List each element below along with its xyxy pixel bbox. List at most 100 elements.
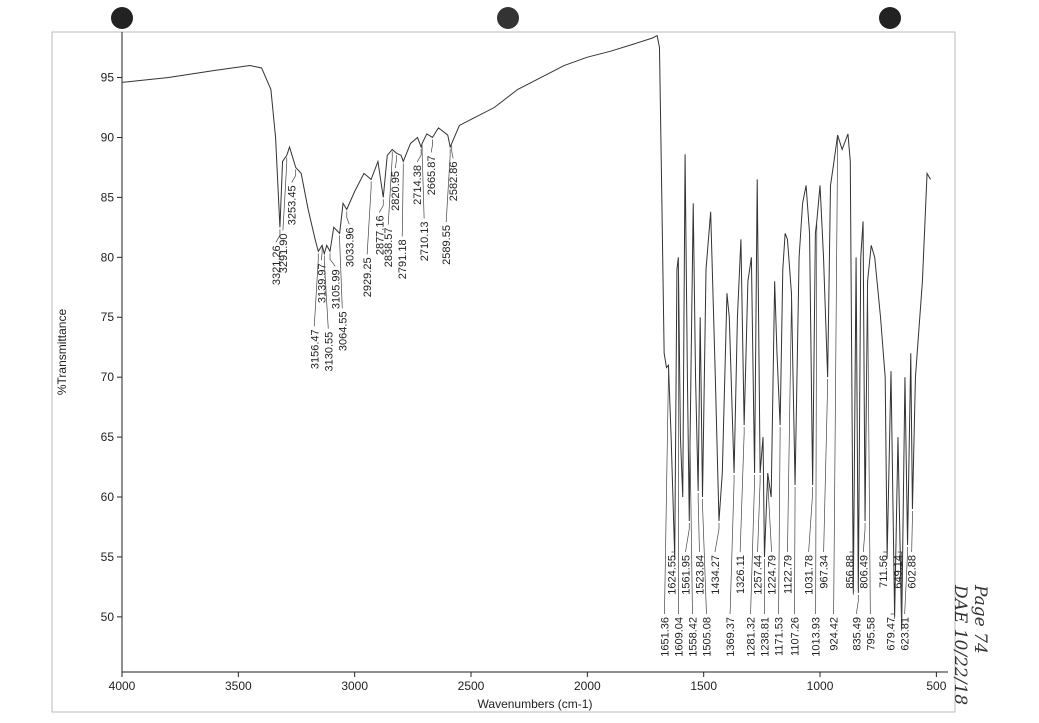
peak-label: 3156.47 — [309, 329, 321, 369]
peak-label: 2820.95 — [390, 171, 402, 211]
peak-leader — [394, 155, 397, 169]
x-tick-label: 1000 — [807, 679, 834, 693]
peak-label: 3130.55 — [323, 332, 335, 372]
peak-leader — [366, 181, 372, 255]
peak-leader — [862, 522, 866, 553]
peak-label: 1505.08 — [701, 617, 713, 657]
peak-label: 3321.26 — [271, 245, 283, 285]
y-tick-label: 80 — [101, 250, 115, 264]
peak-label: 1609.04 — [673, 617, 685, 657]
peak-label: 2877.16 — [374, 215, 386, 255]
y-axis-label: %Transmittance — [55, 309, 69, 396]
peak-label: 1561.95 — [680, 555, 692, 595]
peak-leader — [401, 163, 404, 237]
peak-label: 1523.84 — [694, 555, 706, 595]
peak-leader — [729, 475, 735, 615]
peak-leader — [346, 211, 350, 225]
peak-leader — [890, 613, 895, 619]
peak-label: 1122.79 — [782, 555, 794, 594]
peak-leader — [750, 475, 755, 615]
peak-label: 3033.96 — [344, 227, 356, 267]
y-tick-label: 50 — [101, 610, 115, 624]
peak-label: 924.42 — [829, 617, 841, 651]
peak-label: 1031.78 — [804, 555, 816, 595]
peak-leader — [387, 151, 393, 225]
peak-leader — [823, 379, 828, 553]
x-tick-label: 4000 — [109, 679, 136, 693]
peak-leader — [320, 247, 323, 261]
peak-leader — [904, 546, 908, 615]
peak-label: 2582.86 — [448, 161, 460, 201]
peak-leader — [867, 283, 871, 615]
peak-label: 2665.87 — [426, 155, 438, 195]
handwriting: DAE 10/22/18 — [950, 584, 970, 705]
y-tick-label: 70 — [101, 370, 115, 384]
peak-label: 1624.55 — [666, 555, 678, 595]
y-tick-label: 75 — [101, 310, 115, 324]
spectrum-line — [121, 34, 931, 629]
peak-leader — [897, 551, 903, 631]
x-tick-label: 3500 — [225, 679, 252, 693]
peak-label: 2589.55 — [441, 225, 453, 265]
peak-leader — [378, 199, 384, 213]
peak-label: 1651.36 — [659, 617, 671, 657]
peak-label: 3064.55 — [337, 311, 349, 351]
peak-label: 2710.13 — [419, 221, 431, 261]
peak-leader — [416, 149, 422, 163]
peak-leader — [430, 139, 433, 153]
frame — [51, 31, 956, 713]
peak-leader — [664, 367, 669, 615]
y-tick-label: 90 — [101, 130, 115, 144]
peak-label: 2838.57 — [383, 227, 395, 267]
y-tick-label: 55 — [101, 550, 115, 564]
y-tick-label: 95 — [101, 71, 115, 85]
peak-leader — [794, 487, 796, 615]
peak-label: 1558.42 — [687, 617, 699, 657]
peak-leader — [339, 235, 343, 309]
peak-leader — [291, 169, 297, 183]
peak-label: 3105.99 — [330, 269, 342, 309]
peak-leader — [313, 253, 319, 327]
peak-leader — [787, 295, 792, 553]
y-tick-label: 65 — [101, 430, 115, 444]
peak-leader — [833, 137, 838, 615]
peak-label: 967.34 — [819, 555, 831, 589]
peak-leader — [671, 551, 676, 559]
handwriting: Page 74 — [970, 584, 990, 654]
peak-leader — [697, 493, 700, 553]
peak-label: 1224.79 — [767, 555, 779, 595]
peak-label: 2714.38 — [412, 165, 424, 205]
peak-leader — [815, 223, 818, 615]
x-tick-label: 3000 — [341, 679, 368, 693]
peak-label: 2929.25 — [362, 257, 374, 297]
peak-label: 806.49 — [858, 555, 870, 589]
peak-leader — [329, 253, 336, 267]
peak-leader — [714, 522, 720, 553]
peak-label: 1257.44 — [753, 555, 765, 595]
peak-leader — [808, 487, 813, 553]
y-tick-label: 85 — [101, 190, 115, 204]
x-tick-label: 1500 — [690, 679, 717, 693]
peak-leader — [451, 145, 454, 159]
peak-leader — [689, 439, 693, 615]
peak-leader — [757, 475, 761, 553]
punch-hole — [879, 7, 901, 29]
peak-leader — [323, 255, 329, 329]
peak-label: 1107.26 — [789, 617, 801, 656]
peak-leader — [702, 499, 707, 615]
x-axis-label: Wavenumbers (cm-1) — [478, 697, 593, 711]
peak-label: 1326.11 — [735, 555, 747, 594]
peak-label: 679.47 — [886, 617, 898, 651]
peak-leader — [282, 157, 288, 231]
peak-leader — [685, 522, 690, 553]
punch-hole — [497, 7, 519, 29]
y-tick-label: 60 — [101, 490, 115, 504]
peak-leader — [421, 145, 425, 219]
peak-label: 3253.45 — [287, 185, 299, 225]
peak-label: 649.14 — [893, 555, 905, 589]
peak-leader — [445, 149, 451, 223]
peak-label: 2791.18 — [397, 239, 409, 279]
peak-label: 835.49 — [851, 617, 863, 651]
peak-leader — [855, 594, 859, 615]
